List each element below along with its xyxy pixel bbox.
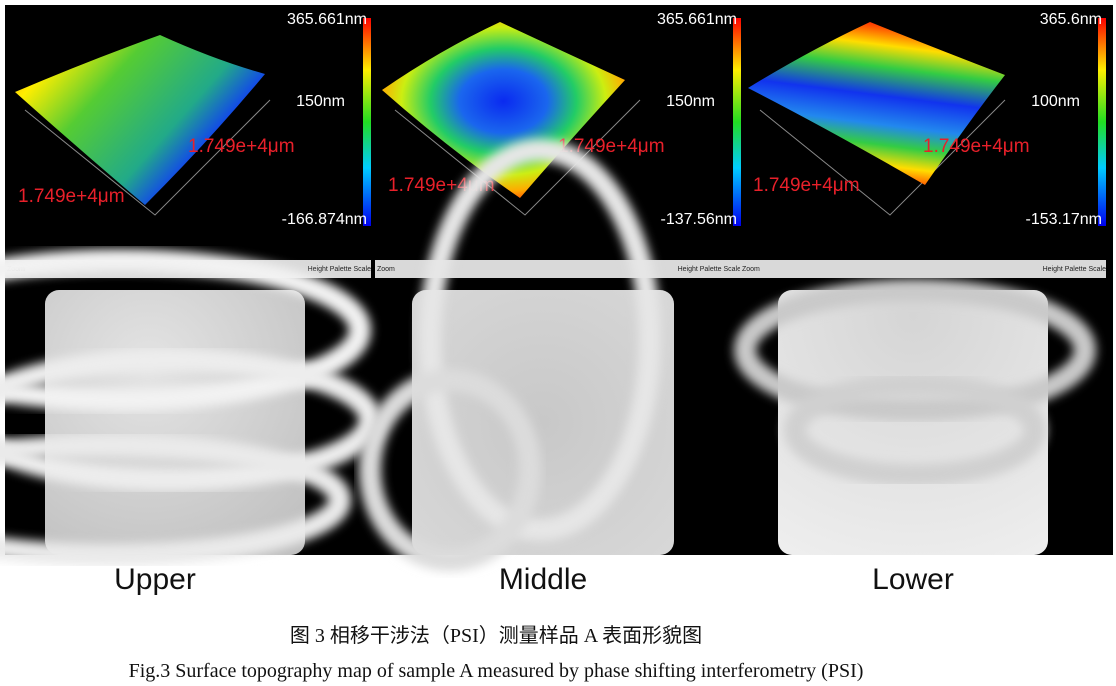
min-label: -137.56nm [661,211,738,228]
toolbar-label: Zoom [377,266,395,273]
toolbar-label: Height Palette Scale [308,266,372,273]
axis-frame [759,99,1006,216]
axis-label: 1.749e+4μm [558,136,665,157]
max-label: 365.661nm [287,11,367,28]
surface [748,22,1005,185]
max-label: 365.661nm [657,11,737,28]
interferogram [778,290,1048,555]
position-label: Lower [872,563,954,596]
panel: Zoom Height Palette Scale365.661nm150nm-1… [0,11,381,596]
mid-label: 150nm [666,93,715,110]
fringe [359,369,541,571]
mid-label: 100nm [1031,93,1080,110]
position-label: Middle [499,563,587,596]
min-label: -153.17nm [1026,211,1103,228]
surface [382,22,625,198]
mid-label: 150nm [296,93,345,110]
fringe [734,279,1096,421]
fringe [419,139,661,541]
fringe [784,374,1046,486]
toolbar-label: Zoom [742,266,760,273]
axis-label: 1.749e+4μm [753,175,860,196]
panels: Zoom Height Palette Scale365.661nm150nm-1… [0,11,1106,596]
max-label: 365.6nm [1040,11,1102,28]
surface [15,35,265,205]
toolbar [740,260,1106,278]
axis-label: 1.749e+4μm [188,136,295,157]
caption-en: Fig.3 Surface topography map of sample A… [129,660,864,682]
position-label: Upper [114,563,196,596]
axis-frame [24,99,271,216]
interferogram [45,290,305,555]
panel: Zoom Height Palette Scale 365.6nm 100nm -153… [734,11,1107,596]
fringe [0,249,371,411]
color-bar [1098,18,1106,226]
panel: Zoom Height Palette Scale 365.661nm 150nm -1… [359,11,742,596]
fringe [0,434,351,566]
fringe [0,349,381,491]
min-label: -166.874nm [282,211,367,228]
axis-frame [394,99,641,216]
color-bar [733,18,741,226]
axis-label: 1.749e+4μm [18,186,125,207]
color-bar [363,18,371,226]
toolbar-label: Height Palette Scale [678,266,742,273]
toolbar-label: Height Palette Scale [1043,266,1107,273]
axis-label: 1.749e+4μm [923,136,1030,157]
caption-zh: 图 3 相移干涉法（PSI）测量样品 A 表面形貌图 [290,624,702,647]
